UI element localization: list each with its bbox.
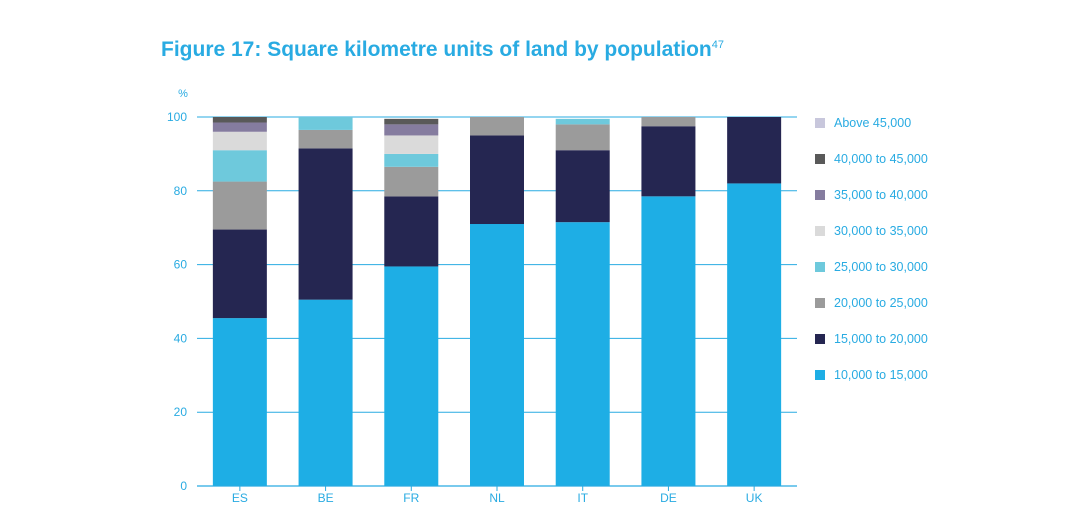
chart-title: Figure 17: Square kilometre units of lan… — [161, 38, 724, 62]
bar-es-20-000-to-25-000 — [212, 181, 267, 230]
bar-es-25-000-to-30-000 — [212, 150, 267, 182]
bar-fr-40-000-to-45-000 — [384, 118, 439, 125]
bar-fr-25-000-to-30-000 — [384, 153, 439, 167]
y-axis-label: % — [178, 88, 188, 100]
bar-es-35-000-to-40-000 — [212, 122, 267, 132]
bar-fr-20-000-to-25-000 — [384, 166, 439, 197]
bar-es-15-000-to-20-000 — [212, 229, 267, 319]
bar-es-10-000-to-15-000 — [212, 318, 267, 486]
legend-swatch-40-000-to-45-000 — [815, 154, 825, 164]
bar-be-20-000-to-25-000 — [298, 129, 353, 149]
legend-swatch-10-000-to-15-000 — [815, 370, 825, 380]
legend-label-above-45-000: Above 45,000 — [834, 116, 911, 130]
legend-swatch-15-000-to-20-000 — [815, 334, 825, 344]
y-tick-label-40: 40 — [174, 331, 188, 345]
bar-es-30-000-to-35-000 — [212, 131, 267, 151]
legend-swatch-35-000-to-40-000 — [815, 190, 825, 200]
bar-it-10-000-to-15-000 — [555, 222, 610, 487]
legend-label-25-000-to-30-000: 25,000 to 30,000 — [834, 260, 928, 274]
chart-title-footnote: 47 — [711, 39, 724, 51]
legend-swatch-20-000-to-25-000 — [815, 298, 825, 308]
chart-title-text: Figure 17: Square kilometre units of lan… — [161, 38, 712, 61]
legend-label-10-000-to-15-000: 10,000 to 15,000 — [834, 368, 928, 382]
x-tick-label-nl: NL — [489, 491, 505, 505]
legend-label-20-000-to-25-000: 20,000 to 25,000 — [834, 296, 928, 310]
x-tick-label-fr: FR — [403, 491, 419, 505]
bar-de-10-000-to-15-000 — [641, 196, 696, 486]
bar-be-15-000-to-20-000 — [298, 148, 353, 300]
axes: 0 20 40 60 80 100% ES BE FR NL IT DE UK — [167, 88, 797, 505]
x-tick-label-it: IT — [577, 491, 588, 505]
bars — [212, 117, 782, 487]
bar-fr-35-000-to-40-000 — [384, 124, 439, 136]
legend: Above 45,000 40,000 to 45,000 35,000 to 40… — [815, 116, 928, 382]
bar-it-15-000-to-20-000 — [555, 150, 610, 223]
x-tick-label-be: BE — [318, 491, 334, 505]
bar-be-25-000-to-30-000 — [298, 117, 353, 130]
bar-es-40-000-to-45-000 — [212, 117, 267, 123]
legend-label-35-000-to-40-000: 35,000 to 40,000 — [834, 188, 928, 202]
bar-nl-20-000-to-25-000 — [470, 117, 524, 136]
y-tick-label-80: 80 — [174, 184, 188, 198]
y-tick-label-20: 20 — [174, 405, 188, 419]
bar-de-15-000-to-20-000 — [641, 126, 696, 197]
bar-be-10-000-to-15-000 — [298, 299, 353, 486]
y-tick-label-60: 60 — [174, 258, 188, 272]
bar-fr-30-000-to-35-000 — [384, 135, 439, 154]
bar-fr-15-000-to-20-000 — [384, 196, 439, 267]
bar-fr-10-000-to-15-000 — [384, 266, 439, 486]
bar-uk-15-000-to-20-000 — [727, 117, 782, 184]
legend-swatch-above-45-000 — [815, 118, 825, 128]
bar-uk-10-000-to-15-000 — [727, 183, 782, 487]
legend-label-30-000-to-35-000: 30,000 to 35,000 — [834, 224, 928, 238]
x-tick-label-es: ES — [232, 491, 248, 505]
legend-label-15-000-to-20-000: 15,000 to 20,000 — [834, 332, 928, 346]
x-tick-label-uk: UK — [746, 491, 763, 505]
bar-nl-15-000-to-20-000 — [470, 135, 524, 225]
bar-it-25-000-to-30-000 — [555, 118, 610, 125]
bar-it-20-000-to-25-000 — [555, 124, 610, 151]
bar-nl-10-000-to-15-000 — [470, 224, 524, 486]
bar-de-20-000-to-25-000 — [641, 117, 696, 127]
y-tick-label-0: 0 — [180, 479, 187, 493]
y-tick-label-100: 100 — [167, 110, 187, 124]
x-tick-label-de: DE — [660, 491, 677, 505]
legend-label-40-000-to-45-000: 40,000 to 45,000 — [834, 152, 928, 166]
legend-swatch-30-000-to-35-000 — [815, 226, 825, 236]
legend-swatch-25-000-to-30-000 — [815, 262, 825, 272]
